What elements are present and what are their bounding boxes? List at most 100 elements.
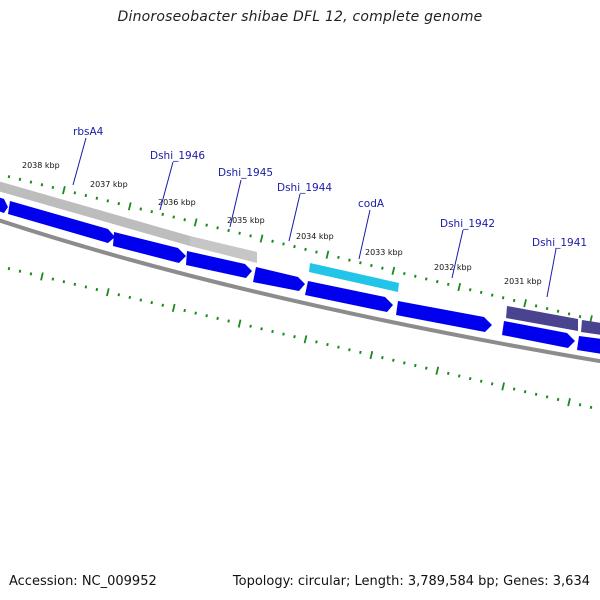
minor-tick [381,266,384,270]
kbp-label: 2037 kbp [90,180,128,189]
major-tick [391,266,396,275]
cds-arrow-8[interactable] [502,321,575,348]
minor-tick [435,280,439,284]
minor-tick [161,303,165,307]
major-tick [171,303,176,312]
kbp-label: 2031 kbp [504,277,542,286]
minor-tick [183,308,186,313]
minor-tick [359,261,362,265]
feature-dshi-1941-b[interactable] [581,320,600,335]
cds-arrow-9[interactable] [577,336,600,354]
cds-arrow-6[interactable] [305,281,393,312]
major-tick [127,202,132,211]
minor-tick [392,358,395,362]
minor-tick [359,350,362,354]
minor-tick [227,228,230,233]
leader-dshi-1941 [546,248,557,298]
gene-label-dshi-1944[interactable]: Dshi_1944 [277,182,332,194]
major-tick [237,319,242,328]
cds-arrow-5[interactable] [253,267,305,291]
cds-arrow-1[interactable] [0,197,8,213]
kbp-label: 2036 kbp [158,198,196,207]
cds-arrow-3[interactable] [113,232,186,263]
major-tick [567,398,571,407]
minor-tick [348,348,351,352]
minor-tick [84,193,88,198]
major-tick [62,186,66,195]
leader-dshi-1946 [159,161,174,211]
backbone [0,218,600,364]
minor-tick [62,280,66,284]
minor-tick [578,403,582,407]
kbp-label: 2034 kbp [296,232,334,241]
minor-tick [29,272,33,276]
leader-dshi-1942 [451,229,464,279]
minor-tick [315,340,318,344]
feature-codA[interactable] [309,263,399,292]
minor-tick [424,366,428,370]
major-tick [106,288,110,297]
minor-tick [18,177,22,181]
minor-tick [490,293,494,297]
leader-rbsA4 [72,137,87,186]
gene-label-rbsA4[interactable]: rbsA4 [73,126,104,138]
minor-tick [512,387,516,391]
minor-tick [523,390,527,394]
minor-tick [282,332,285,336]
minor-tick [271,239,274,243]
cds-arrow-4[interactable] [186,251,252,278]
minor-tick [490,382,494,386]
gene-label-dshi-1945[interactable]: Dshi_1945 [218,167,273,179]
map-title: Dinoroseobacter shibae DFL 12, complete … [117,9,483,25]
minor-tick [73,191,77,195]
minor-tick [139,207,143,211]
minor-tick [227,319,230,323]
minor-tick [84,285,88,289]
minor-tick [216,226,219,230]
major-tick [40,272,44,281]
minor-tick [337,255,340,260]
minor-tick [424,277,428,281]
minor-tick [381,356,384,360]
minor-tick [403,271,406,276]
label-leaders [72,137,557,298]
major-tick [193,218,198,227]
cds-arrow-7[interactable] [396,301,492,332]
gene-label-dshi-1941[interactable]: Dshi_1941 [532,237,587,249]
minor-tick [172,215,176,219]
minor-tick [205,223,208,227]
minor-tick [534,392,538,396]
feature-rbsA4[interactable] [0,181,190,246]
gene-label-dshi-1946[interactable]: Dshi_1946 [150,150,205,162]
major-tick [501,382,505,391]
cds-arrow-2[interactable] [8,201,115,243]
feature-dshi-1941[interactable] [506,306,578,331]
major-tick [523,299,527,308]
minor-tick [545,306,549,311]
gene-label-dshi-1942[interactable]: Dshi_1942 [440,218,495,230]
minor-tick [556,397,560,402]
major-tick [369,350,374,360]
minor-tick [326,342,329,347]
gene-label-codA[interactable]: codA [358,198,385,210]
minor-tick [139,298,143,302]
minor-tick [414,363,417,368]
minor-tick [414,274,417,278]
minor-tick [161,212,165,216]
leader-codA [358,209,371,260]
feature-dshi-1946[interactable] [190,236,257,263]
minor-tick [95,196,99,200]
kbp-label: 2032 kbp [434,263,472,272]
minor-tick [337,345,340,349]
minor-tick [7,175,11,179]
minor-tick [183,218,186,222]
minor-tick [567,312,571,316]
minor-tick [578,315,582,319]
minor-tick [73,282,77,286]
minor-tick [304,247,307,251]
minor-tick [293,335,296,339]
minor-tick [293,245,296,249]
minor-tick [501,296,505,300]
minor-tick [51,185,55,190]
